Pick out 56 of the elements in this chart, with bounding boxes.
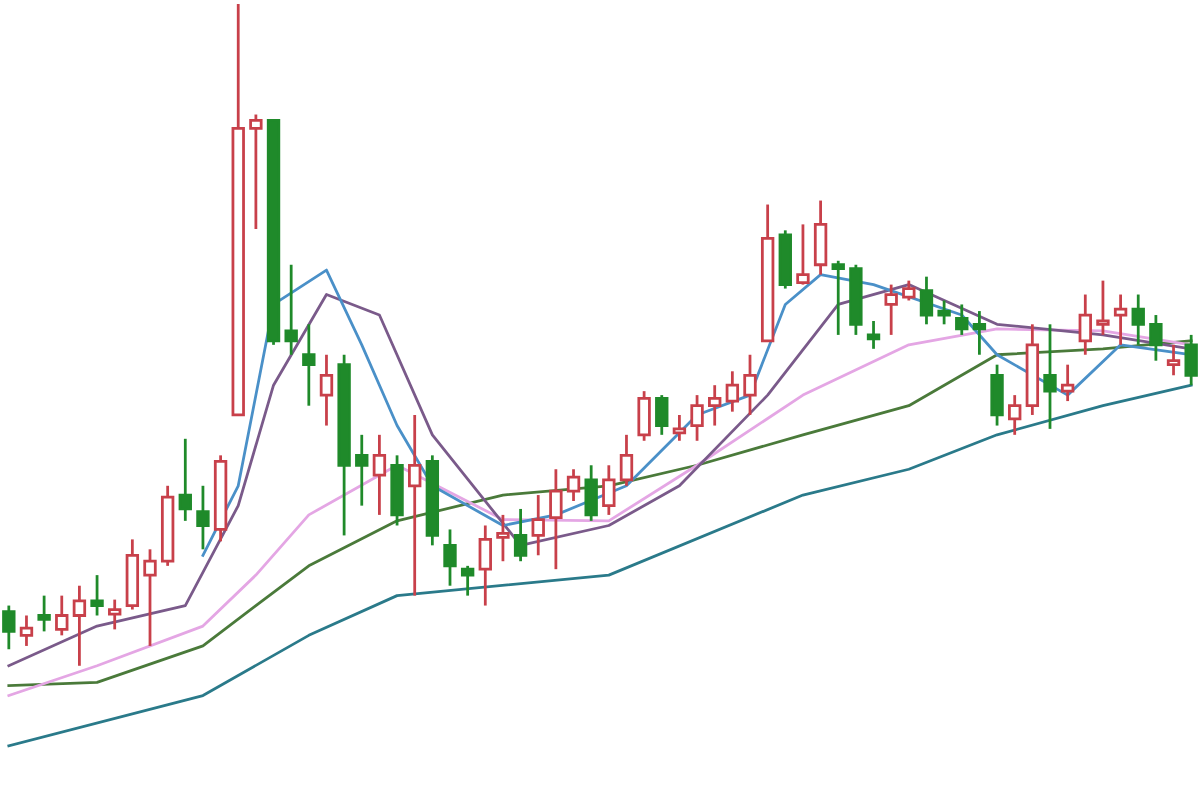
candlestick (955, 303, 969, 337)
candlestick (919, 275, 934, 326)
candlestick (743, 353, 757, 417)
candlestick (55, 594, 69, 637)
candlestick (460, 564, 475, 598)
candlestick (708, 383, 722, 427)
candlestick (496, 513, 510, 563)
candlestick (513, 507, 528, 563)
candlestick (619, 433, 634, 488)
candlestick (1043, 322, 1057, 431)
candlestick (1060, 363, 1075, 403)
candlestick (990, 363, 1004, 427)
candlestick (1078, 293, 1092, 357)
candlestick (813, 199, 828, 277)
candlestick (443, 528, 457, 588)
candlestick (1113, 293, 1128, 347)
candlestick (637, 389, 651, 443)
candlestick (549, 467, 563, 571)
candlestick (972, 309, 987, 357)
candlestick (37, 594, 51, 633)
candlestick (866, 319, 881, 351)
candlestick (937, 299, 951, 326)
candlestick (249, 113, 263, 231)
candlestick (602, 463, 616, 517)
candlestick (478, 524, 492, 607)
candlestick (531, 493, 545, 557)
candlestick (19, 614, 34, 648)
candlestick (1131, 293, 1145, 347)
candlestick (1166, 343, 1181, 377)
candlestick (884, 283, 898, 337)
candlestick (108, 598, 122, 631)
candlestick (319, 353, 334, 427)
candlestick (672, 413, 687, 443)
candlestick (1008, 393, 1022, 437)
candlestick (1096, 279, 1110, 337)
candlestick (372, 433, 387, 517)
candlestick (655, 393, 669, 437)
candlestick (725, 369, 740, 414)
candlestick (302, 322, 316, 408)
candlestick (831, 259, 845, 337)
candlestick (143, 547, 157, 648)
candlestick (1149, 313, 1163, 363)
candlestick (72, 584, 87, 668)
candlestick (902, 279, 916, 302)
candlestick (1184, 333, 1198, 387)
candlestick (2, 604, 16, 651)
candlestick (90, 573, 104, 617)
candlestick (690, 393, 704, 443)
candlestick (355, 433, 369, 508)
candlestick (584, 463, 598, 523)
candlestick (284, 263, 298, 357)
candlestick (566, 467, 581, 503)
candlestick (196, 484, 210, 551)
candlestick (408, 413, 422, 598)
candlestick (796, 222, 810, 286)
candlestick (178, 437, 192, 523)
